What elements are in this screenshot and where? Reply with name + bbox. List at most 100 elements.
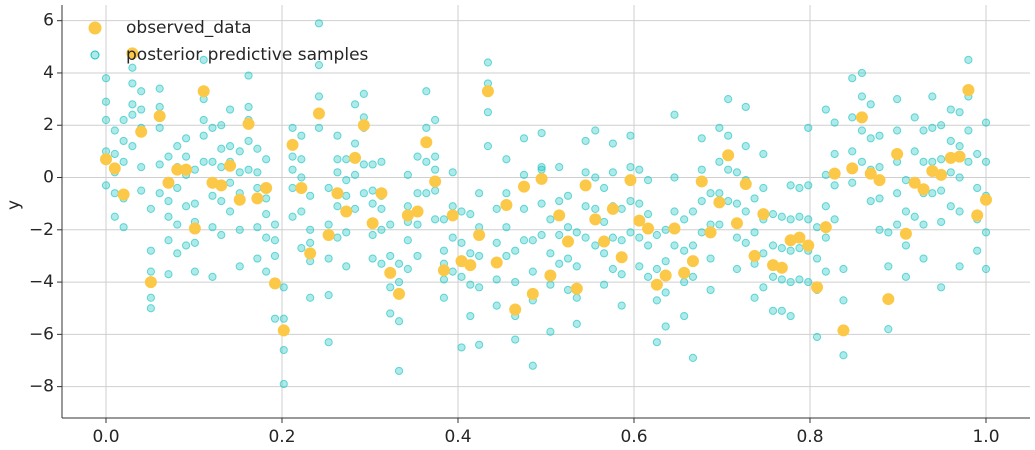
sample-point (164, 212, 173, 221)
observed-point (722, 149, 735, 162)
sample-point (724, 131, 733, 140)
sample-point (359, 89, 368, 98)
sample-point (901, 176, 911, 185)
sample-point (732, 199, 742, 208)
observed-point (589, 213, 602, 226)
sample-point (875, 194, 884, 203)
sample-point (164, 270, 173, 279)
sample-point (324, 220, 333, 229)
sample-point (110, 126, 119, 135)
sample-point (439, 215, 449, 224)
sample-point (591, 204, 600, 213)
sample-point (439, 275, 449, 284)
sample-point (643, 210, 653, 219)
observed-point (144, 276, 157, 289)
x-tick-label: 0.8 (796, 427, 823, 447)
sample-point (324, 254, 333, 263)
sample-point (342, 228, 351, 237)
sample-point (146, 204, 155, 213)
sample-point (244, 71, 253, 80)
sample-point (821, 233, 830, 242)
sample-point (981, 228, 991, 237)
sample-point (403, 236, 412, 245)
observed-point (286, 138, 299, 151)
observed-point (473, 229, 486, 242)
sample-point (875, 162, 884, 172)
sample-point (502, 223, 511, 232)
sample-point (146, 267, 155, 276)
sample-point (893, 189, 902, 198)
sample-point (599, 183, 609, 193)
sample-point (706, 285, 715, 295)
sample-point (875, 225, 884, 234)
sample-point (288, 183, 297, 193)
sample-point (866, 134, 875, 143)
sample-point (830, 118, 839, 127)
sample-point (626, 196, 635, 206)
sample-point (164, 236, 173, 245)
sample-point (146, 304, 155, 313)
observed-point (162, 176, 175, 189)
sample-point (741, 238, 750, 247)
sample-point (422, 87, 431, 96)
sample-point (617, 301, 626, 310)
sample-point (555, 259, 564, 268)
sample-point (599, 280, 609, 289)
sample-point (732, 264, 742, 274)
sample-point (297, 243, 306, 253)
sample-point (173, 183, 182, 193)
sample-point (208, 157, 217, 166)
sample-point (155, 160, 164, 169)
sample-point (101, 74, 111, 83)
sample-point (199, 131, 208, 140)
sample-point (884, 325, 893, 334)
observed-point (375, 187, 388, 200)
sample-point (919, 157, 928, 166)
sample-point (457, 272, 466, 281)
sample-point (279, 345, 288, 355)
sample-point (306, 225, 315, 234)
sample-point (706, 189, 715, 198)
sample-point (110, 149, 119, 159)
sample-point (697, 228, 706, 237)
sample-point (741, 102, 750, 112)
sample-point (981, 264, 991, 274)
sample-point (288, 212, 297, 221)
sample-point (857, 68, 867, 78)
sample-point (795, 275, 804, 284)
sample-point (964, 126, 973, 135)
sample-point (768, 241, 778, 250)
sample-point (724, 95, 733, 104)
sample-point (910, 147, 919, 156)
observed-point (650, 278, 663, 291)
sample-point (377, 259, 386, 268)
sample-point (270, 236, 280, 245)
sample-point (973, 183, 982, 193)
sample-point (511, 335, 520, 344)
sample-point (812, 332, 822, 342)
observed-point (678, 266, 691, 279)
x-tick-label: 0.0 (92, 427, 119, 447)
sample-point (608, 139, 617, 148)
sample-point (422, 157, 431, 166)
sample-point (546, 280, 555, 289)
sample-point (413, 251, 422, 261)
observed-point (135, 125, 148, 138)
sample-point (253, 183, 262, 193)
sample-point (715, 220, 724, 229)
sample-point (910, 113, 919, 122)
sample-point (244, 165, 253, 174)
observed-point (704, 226, 717, 239)
sample-point (279, 283, 288, 292)
sample-point (955, 108, 964, 117)
observed-point (295, 181, 308, 194)
sample-point (128, 79, 137, 88)
observed-point (277, 324, 290, 337)
sample-point (181, 202, 191, 211)
sample-point (368, 186, 377, 195)
sample-point (270, 251, 280, 261)
sample-point (680, 246, 689, 255)
sample-point (368, 199, 377, 208)
sample-point (599, 249, 609, 258)
sample-point (812, 254, 822, 263)
